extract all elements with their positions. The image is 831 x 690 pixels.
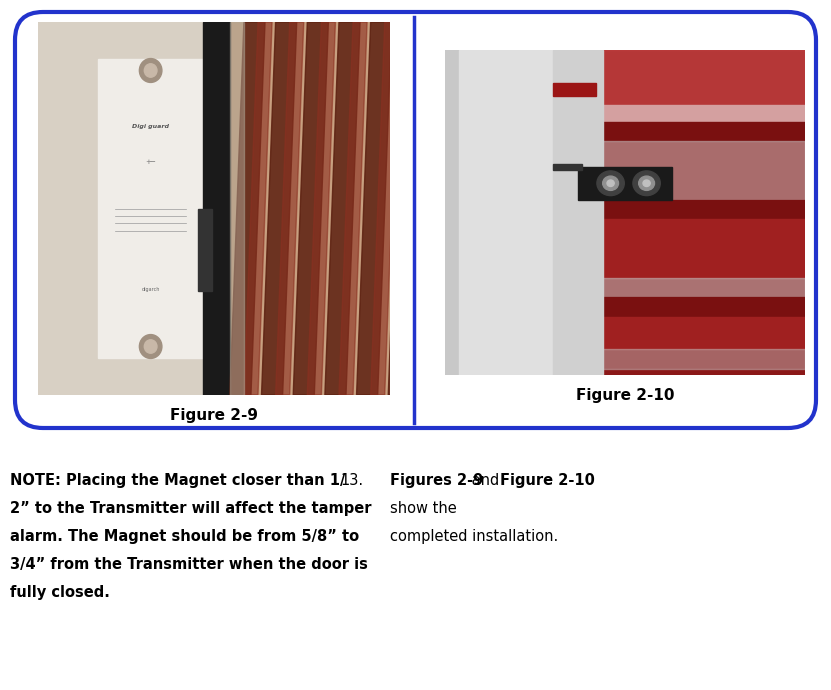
Text: Figures 2-9: Figures 2-9 xyxy=(390,473,484,488)
Text: 3/4” from the Transmitter when the door is: 3/4” from the Transmitter when the door … xyxy=(10,557,368,572)
Text: show the: show the xyxy=(390,501,457,516)
Text: digarch: digarch xyxy=(141,286,160,292)
Circle shape xyxy=(140,59,162,82)
Text: 2” to the Transmitter will affect the tamper: 2” to the Transmitter will affect the ta… xyxy=(10,501,371,516)
Text: and: and xyxy=(467,473,504,488)
Circle shape xyxy=(597,171,624,195)
Polygon shape xyxy=(402,22,430,395)
Bar xyxy=(596,50,805,375)
Bar xyxy=(230,22,390,395)
Polygon shape xyxy=(371,22,399,395)
Bar xyxy=(596,50,805,108)
Text: 13.: 13. xyxy=(340,473,363,488)
Bar xyxy=(596,219,805,277)
Text: Digi guard: Digi guard xyxy=(132,124,170,129)
Circle shape xyxy=(602,176,618,190)
Polygon shape xyxy=(244,22,272,395)
Bar xyxy=(204,22,230,395)
Circle shape xyxy=(140,335,162,358)
FancyBboxPatch shape xyxy=(15,12,816,428)
Text: +─: +─ xyxy=(145,159,155,165)
Bar xyxy=(596,317,805,349)
Bar xyxy=(553,164,582,170)
Polygon shape xyxy=(307,22,336,395)
Polygon shape xyxy=(339,22,367,395)
Text: completed installation.: completed installation. xyxy=(390,529,558,544)
Polygon shape xyxy=(388,22,424,395)
Text: alarm. The Magnet should be from 5/8” to: alarm. The Magnet should be from 5/8” to xyxy=(10,529,359,544)
Bar xyxy=(553,50,603,375)
Circle shape xyxy=(145,339,157,353)
Bar xyxy=(98,59,204,357)
Polygon shape xyxy=(293,22,328,395)
Circle shape xyxy=(633,171,661,195)
Text: Figure 2-10: Figure 2-10 xyxy=(576,388,674,403)
Bar xyxy=(596,106,805,121)
Text: Figure 2-9: Figure 2-9 xyxy=(170,408,258,423)
Bar xyxy=(445,50,596,375)
Text: NOTE: Placing the Magnet closer than 1/: NOTE: Placing the Magnet closer than 1/ xyxy=(10,473,346,488)
Circle shape xyxy=(145,63,157,77)
Circle shape xyxy=(639,176,655,190)
Polygon shape xyxy=(230,22,265,395)
Polygon shape xyxy=(325,22,360,395)
Bar xyxy=(596,121,805,141)
Bar xyxy=(578,167,671,199)
Polygon shape xyxy=(356,22,391,395)
Bar xyxy=(596,297,805,317)
Circle shape xyxy=(607,180,614,186)
Bar xyxy=(596,199,805,219)
Bar xyxy=(460,50,560,375)
Bar xyxy=(198,208,212,290)
Bar xyxy=(596,277,805,297)
Bar xyxy=(38,22,207,395)
Text: fully closed.: fully closed. xyxy=(10,585,110,600)
Bar xyxy=(596,141,805,199)
Polygon shape xyxy=(262,22,297,395)
Circle shape xyxy=(643,180,650,186)
Text: Figure 2-10: Figure 2-10 xyxy=(500,473,595,488)
Bar xyxy=(596,349,805,368)
Bar xyxy=(230,22,244,395)
Bar xyxy=(553,83,596,95)
Polygon shape xyxy=(276,22,304,395)
